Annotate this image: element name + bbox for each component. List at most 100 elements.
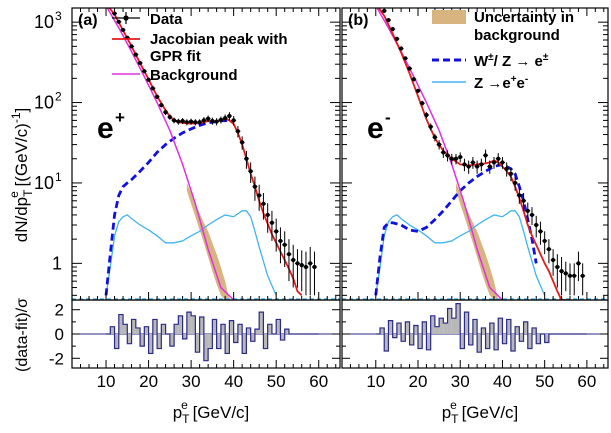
data-point [150, 86, 155, 91]
residual-bar [434, 326, 440, 334]
residual-bar [208, 334, 213, 349]
data-point [308, 261, 313, 266]
data-point [479, 162, 484, 167]
residual-bar [212, 319, 217, 334]
data-point [538, 229, 543, 234]
x-tick-label: 10 [97, 372, 116, 391]
x-tick-label: 20 [409, 372, 428, 391]
residual-bar [396, 323, 402, 334]
residual-bar [413, 325, 418, 334]
data-point [517, 193, 522, 198]
charge-sign: + [115, 108, 125, 127]
data-point [559, 269, 564, 274]
y-tick-label: 10 [34, 173, 54, 193]
residual-bar [536, 334, 541, 344]
plot-area [342, 8, 608, 300]
data-point [449, 156, 454, 161]
x-tick-label: 20 [139, 372, 158, 391]
data-point [390, 26, 395, 32]
series-w-z [374, 162, 538, 296]
residual-bar [148, 334, 153, 354]
data-point [470, 160, 475, 165]
y-axis [342, 21, 608, 359]
residual-bar [140, 334, 145, 347]
residual-y-tick-label: 0 [55, 325, 64, 344]
data-point [248, 169, 253, 174]
residual-bar [225, 334, 230, 354]
residual-bar [131, 319, 136, 334]
data-point [508, 171, 513, 176]
series-background [106, 8, 235, 300]
data-point [504, 166, 509, 171]
y-tick-exponent: 1 [55, 170, 62, 184]
residual-bar [380, 327, 385, 334]
data-point [265, 212, 270, 218]
series-data [381, 8, 586, 296]
x-axis-title-text: pTe [GeV/c] [173, 398, 250, 426]
residual-bar [144, 326, 149, 334]
data-point [261, 201, 266, 206]
data-point [567, 273, 573, 278]
residual-bar [464, 312, 469, 334]
series-w-z [104, 118, 234, 296]
residual-bar [267, 324, 272, 334]
x-axis-title: pTe [GeV/c] [173, 398, 250, 426]
data-point [214, 119, 219, 124]
data-point [112, 11, 117, 16]
y-axis-title: dN/dpTe [(GeV/c)-1] [7, 108, 35, 242]
residual-bar [186, 312, 192, 334]
series-uncertainty-band [456, 182, 499, 300]
data-point [534, 222, 539, 228]
data-point [513, 180, 518, 186]
residual-bar [237, 324, 243, 334]
x-tick-label: 10 [366, 372, 385, 391]
residual-bar [233, 334, 238, 343]
data-point [235, 129, 241, 134]
residual-bar [451, 318, 456, 334]
data-point [437, 142, 442, 147]
data-point [496, 156, 501, 161]
data-point [218, 117, 223, 122]
legend-fit-label-2: GPR fit [150, 48, 201, 65]
data-point [445, 153, 450, 158]
x-axis: 10 20 30 40 50 60 [349, 8, 605, 391]
series-fit [377, 8, 570, 300]
residual-bar [110, 326, 115, 334]
residual-bar [384, 334, 389, 351]
data-point [458, 154, 463, 160]
residual-bar [510, 334, 516, 351]
data-point [120, 27, 126, 33]
residual-bar [401, 334, 406, 342]
x-tick-label: 60 [577, 372, 596, 391]
legend-data-label: Data [150, 11, 183, 28]
residual-bar [280, 334, 285, 341]
x-axis-title: pTe [GeV/c] [442, 398, 519, 426]
residual-bar [195, 334, 200, 353]
y-tick-label: 10 [34, 12, 54, 32]
residual-bar [199, 317, 204, 334]
legend-fit-label: Jacobian peak with [150, 31, 288, 48]
data-point [193, 120, 198, 125]
data-point [163, 110, 168, 115]
data-point [278, 238, 283, 244]
residual-step [375, 303, 587, 353]
data-point [424, 112, 429, 118]
data-point [146, 77, 151, 82]
data-point [542, 238, 547, 244]
residual-bar [532, 327, 537, 334]
data-point [231, 118, 236, 123]
residual-bar [229, 320, 234, 334]
residual-bar [161, 324, 166, 334]
residual-y-tick-label: 2 [55, 301, 64, 320]
data-point [521, 198, 526, 203]
residual-bar [242, 334, 247, 354]
residual-bar [523, 321, 528, 334]
data-point [171, 118, 177, 123]
residual-bar [169, 334, 175, 347]
plot-area [72, 8, 340, 300]
residual-bar [118, 314, 124, 334]
residual-bar [502, 334, 507, 344]
residual-bar [392, 334, 397, 338]
residual-bar [430, 315, 435, 334]
residual-bar [472, 319, 478, 334]
